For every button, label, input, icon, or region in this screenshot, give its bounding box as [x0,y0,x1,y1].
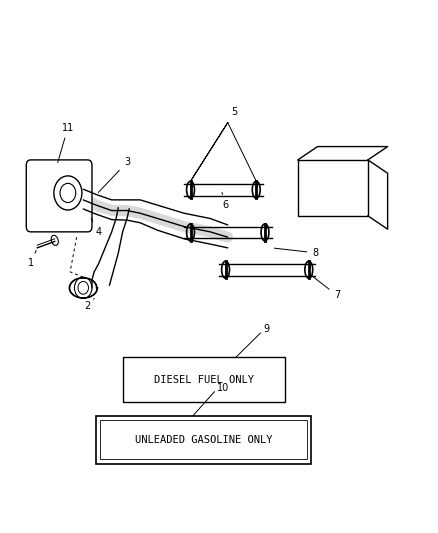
FancyBboxPatch shape [26,160,92,232]
Text: 5: 5 [231,107,237,117]
Bar [298,160,368,216]
Text: 11: 11 [58,123,74,163]
Text: UNLEADED GASOLINE ONLY: UNLEADED GASOLINE ONLY [135,435,272,445]
Text: 2: 2 [85,298,94,311]
Bar [123,357,285,402]
Text: DIESEL FUEL ONLY: DIESEL FUEL ONLY [154,375,254,385]
Text: 7: 7 [311,275,340,301]
Text: 8: 8 [274,248,318,258]
Text: 6: 6 [222,192,229,210]
Bar [100,420,307,459]
Text: 9: 9 [264,324,270,334]
Text: 1: 1 [28,251,36,269]
Text: 3: 3 [98,157,130,192]
Bar [96,416,311,464]
Text: 4: 4 [91,219,102,237]
Text: 10: 10 [216,383,229,393]
